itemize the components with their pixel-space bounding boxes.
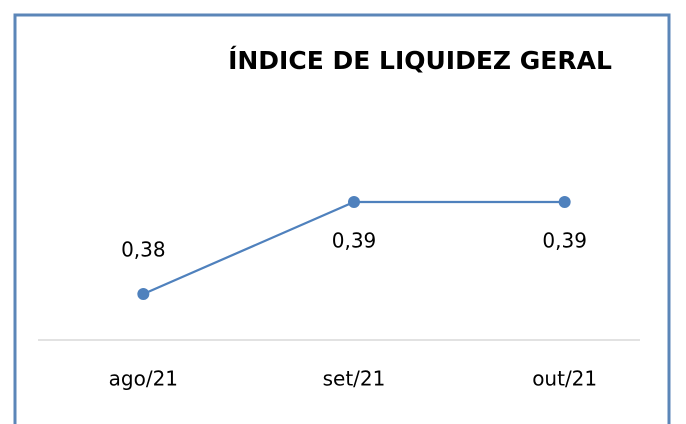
point bbox=[137, 288, 150, 300]
data-label: 0,38 bbox=[121, 238, 166, 262]
x-tick-label: ago/21 bbox=[109, 367, 178, 391]
data-label: 0,39 bbox=[332, 229, 377, 253]
chart-title: ÍNDICE DE LIQUIDEZ GERAL bbox=[228, 46, 612, 75]
x-tick-label: out/21 bbox=[532, 367, 597, 391]
point bbox=[558, 196, 571, 208]
frame bbox=[13, 13, 671, 424]
x-tick-label: set/21 bbox=[323, 367, 386, 391]
point bbox=[348, 196, 360, 208]
data-label: 0,39 bbox=[542, 229, 587, 253]
